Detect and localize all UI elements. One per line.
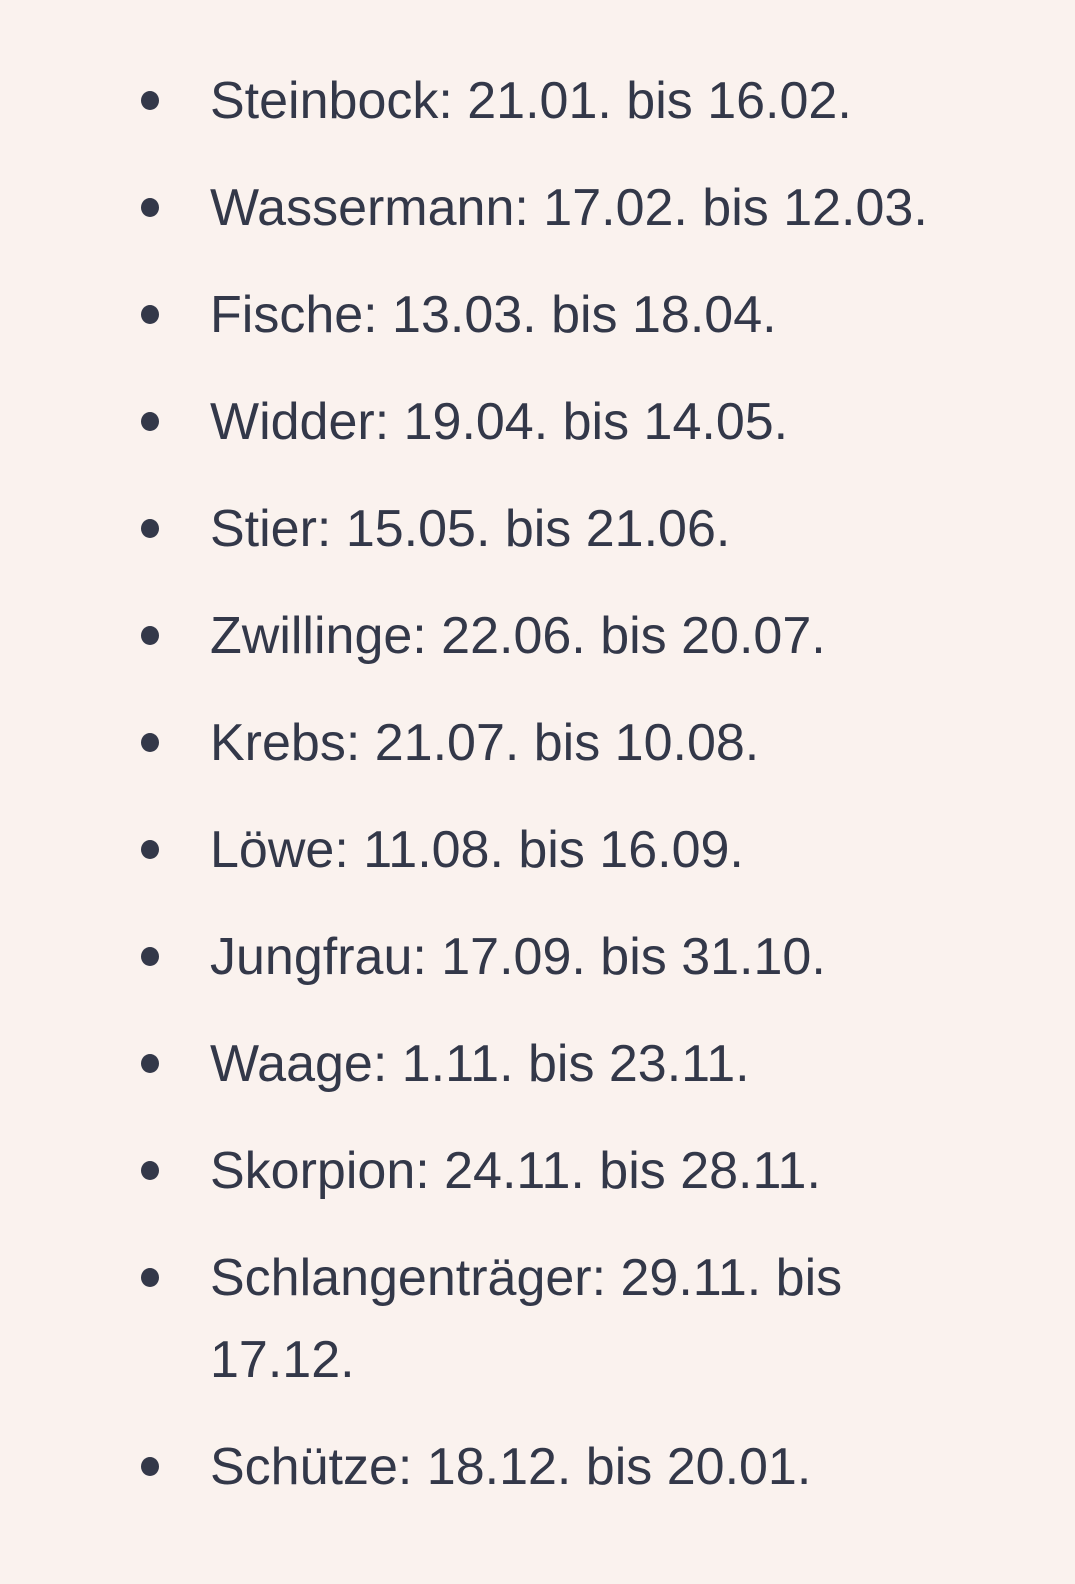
bullet-icon <box>141 1054 159 1073</box>
list-item-text: Wassermann: 17.02. bis 12.03. <box>210 179 928 237</box>
list-item-text: Fische: 13.03. bis 18.04. <box>210 286 777 344</box>
bullet-icon <box>141 733 159 752</box>
list-item: Löwe: 11.08. bis 16.09. <box>141 809 970 891</box>
list-item-text: Steinbock: 21.01. bis 16.02. <box>210 72 852 130</box>
list-item-text: Krebs: 21.07. bis 10.08. <box>210 714 760 772</box>
list-item: Fische: 13.03. bis 18.04. <box>141 274 970 356</box>
list-item: Jungfrau: 17.09. bis 31.10. <box>141 916 970 998</box>
list-item: Skorpion: 24.11. bis 28.11. <box>141 1130 970 1212</box>
list-item-text: Widder: 19.04. bis 14.05. <box>210 393 789 451</box>
bullet-icon <box>141 91 159 110</box>
bullet-icon <box>141 519 159 538</box>
list-item-text: Löwe: 11.08. bis 16.09. <box>210 821 744 879</box>
bullet-icon <box>141 1268 159 1287</box>
list-item-text: Zwillinge: 22.06. bis 20.07. <box>210 607 826 665</box>
list-item-text: Jungfrau: 17.09. bis 31.10. <box>210 928 826 986</box>
list-item-text: Skorpion: 24.11. bis 28.11. <box>210 1142 821 1200</box>
bullet-icon <box>141 1457 159 1476</box>
list-item: Zwillinge: 22.06. bis 20.07. <box>141 595 970 677</box>
list-item: Schütze: 18.12. bis 20.01. <box>141 1426 970 1508</box>
bullet-icon <box>141 626 159 645</box>
list-item: Steinbock: 21.01. bis 16.02. <box>141 60 970 142</box>
zodiac-date-list: Steinbock: 21.01. bis 16.02. Wassermann:… <box>141 60 970 1508</box>
bullet-icon <box>141 840 159 859</box>
bullet-icon <box>141 305 159 324</box>
list-item: Schlangenträger: 29.11. bis 17.12. <box>141 1237 970 1401</box>
list-item-text: Stier: 15.05. bis 21.06. <box>210 500 731 558</box>
list-item: Waage: 1.11. bis 23.11. <box>141 1023 970 1105</box>
bullet-icon <box>141 1161 159 1180</box>
bullet-icon <box>141 198 159 217</box>
list-item-text: Waage: 1.11. bis 23.11. <box>210 1035 750 1093</box>
list-item: Krebs: 21.07. bis 10.08. <box>141 702 970 784</box>
list-item: Widder: 19.04. bis 14.05. <box>141 381 970 463</box>
bullet-icon <box>141 412 159 431</box>
list-item: Stier: 15.05. bis 21.06. <box>141 488 970 570</box>
list-item-text: Schlangenträger: 29.11. bis 17.12. <box>210 1249 843 1389</box>
bullet-icon <box>141 947 159 966</box>
list-item-text: Schütze: 18.12. bis 20.01. <box>210 1438 812 1496</box>
list-item: Wassermann: 17.02. bis 12.03. <box>141 167 970 249</box>
